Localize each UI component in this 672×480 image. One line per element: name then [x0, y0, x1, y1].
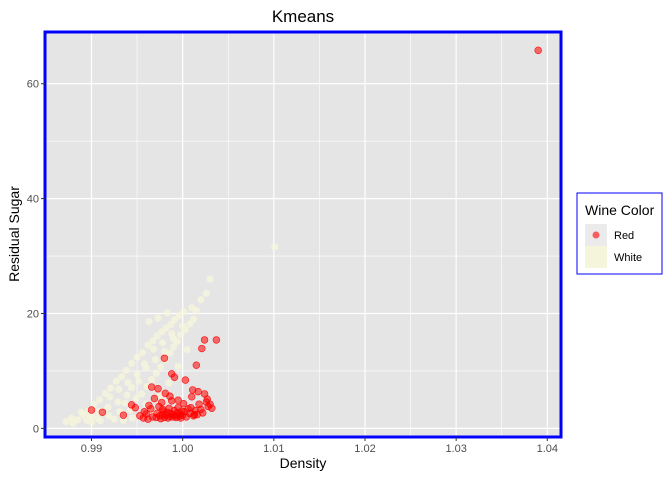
data-point-white — [105, 404, 112, 411]
x-tick-label: 1.04 — [537, 443, 558, 455]
data-point-white — [86, 413, 93, 420]
y-tick-label: 0 — [33, 423, 39, 435]
data-point-red — [168, 370, 175, 377]
data-point-red — [175, 397, 182, 404]
data-point-white — [180, 308, 187, 315]
plot-panel — [45, 32, 561, 437]
data-point-red — [155, 385, 162, 392]
legend-key-red — [593, 232, 600, 239]
y-tick-label: 40 — [27, 194, 39, 206]
data-point-white — [134, 354, 141, 361]
data-point-white — [97, 418, 104, 425]
data-point-white — [157, 364, 164, 371]
data-point-white — [124, 392, 131, 399]
x-tick-label: 0.99 — [81, 443, 102, 455]
data-point-white — [148, 376, 155, 383]
data-point-red — [88, 407, 95, 414]
chart-title: Kmeans — [272, 7, 334, 26]
legend-label-red: Red — [614, 230, 634, 242]
y-tick-label: 60 — [27, 79, 39, 91]
data-point-white — [190, 316, 197, 323]
legend: Wine Color Red White — [577, 193, 662, 274]
data-point-white — [118, 373, 125, 380]
x-tick-label: 1.03 — [445, 443, 466, 455]
data-point-white — [150, 346, 157, 353]
data-point-white — [134, 371, 141, 378]
data-point-white — [159, 339, 166, 346]
data-point-white — [166, 380, 173, 387]
data-point-white — [161, 348, 168, 355]
data-point-red — [99, 409, 106, 416]
data-point-white — [175, 363, 182, 370]
data-point-white — [141, 361, 148, 368]
data-point-white — [136, 378, 143, 385]
data-point-red — [187, 404, 194, 411]
data-point-white — [111, 416, 118, 423]
data-point-red — [159, 406, 166, 413]
data-point-white — [153, 370, 160, 377]
data-point-white — [129, 415, 136, 422]
data-point-red — [161, 355, 168, 362]
x-tick-label: 1.02 — [354, 443, 375, 455]
data-point-white — [179, 323, 186, 330]
data-point-white — [123, 367, 130, 374]
y-axis-ticks: 0 20 40 60 — [27, 79, 45, 436]
data-point-red — [148, 384, 155, 391]
data-point-white — [115, 399, 122, 406]
data-point-white — [193, 307, 200, 314]
y-tick-label: 20 — [27, 308, 39, 320]
data-point-red — [201, 337, 208, 344]
data-point-red — [204, 396, 211, 403]
data-point-white — [122, 400, 129, 407]
data-point-red — [193, 362, 200, 369]
data-point-white — [197, 296, 204, 303]
data-point-red — [208, 405, 215, 412]
data-point-white — [133, 395, 140, 402]
data-point-white — [96, 396, 103, 403]
legend-title: Wine Color — [585, 202, 655, 218]
x-axis-label: Density — [280, 455, 327, 471]
data-point-white — [207, 276, 214, 283]
data-point-red — [195, 388, 202, 395]
data-point-red — [151, 395, 158, 402]
data-point-white — [152, 356, 159, 363]
data-point-white — [203, 290, 210, 297]
data-point-white — [107, 385, 114, 392]
data-point-white — [139, 349, 146, 356]
data-point-white — [78, 409, 85, 416]
x-axis-ticks: 0.99 1.00 1.01 1.02 1.03 1.04 — [81, 437, 558, 455]
data-point-white — [128, 384, 135, 391]
data-point-red — [182, 377, 189, 384]
data-point-white — [138, 391, 145, 398]
data-point-white — [115, 386, 122, 393]
data-point-red — [132, 404, 139, 411]
legend-key-white — [585, 246, 607, 268]
data-point-red — [141, 408, 148, 415]
data-point-red — [167, 393, 174, 400]
data-point-red — [120, 412, 127, 419]
data-point-red — [535, 47, 542, 54]
data-point-white — [155, 315, 162, 322]
data-point-white — [146, 318, 153, 325]
data-point-red — [146, 402, 153, 409]
data-point-red — [191, 411, 198, 418]
data-point-white — [184, 346, 191, 353]
data-point-white — [106, 393, 113, 400]
y-axis-label: Residual Sugar — [6, 186, 22, 282]
legend-label-white: White — [614, 252, 642, 264]
x-tick-label: 1.01 — [263, 443, 284, 455]
data-point-white — [271, 243, 278, 250]
data-point-white — [164, 310, 171, 317]
data-point-red — [213, 337, 220, 344]
data-point-white — [113, 378, 120, 385]
data-point-red — [198, 345, 205, 352]
data-point-white — [168, 330, 175, 337]
x-tick-label: 1.00 — [172, 443, 193, 455]
data-point-red — [188, 393, 195, 400]
data-point-white — [70, 420, 77, 427]
data-point-white — [128, 360, 135, 367]
data-point-red — [158, 399, 165, 406]
data-point-red — [199, 409, 206, 416]
